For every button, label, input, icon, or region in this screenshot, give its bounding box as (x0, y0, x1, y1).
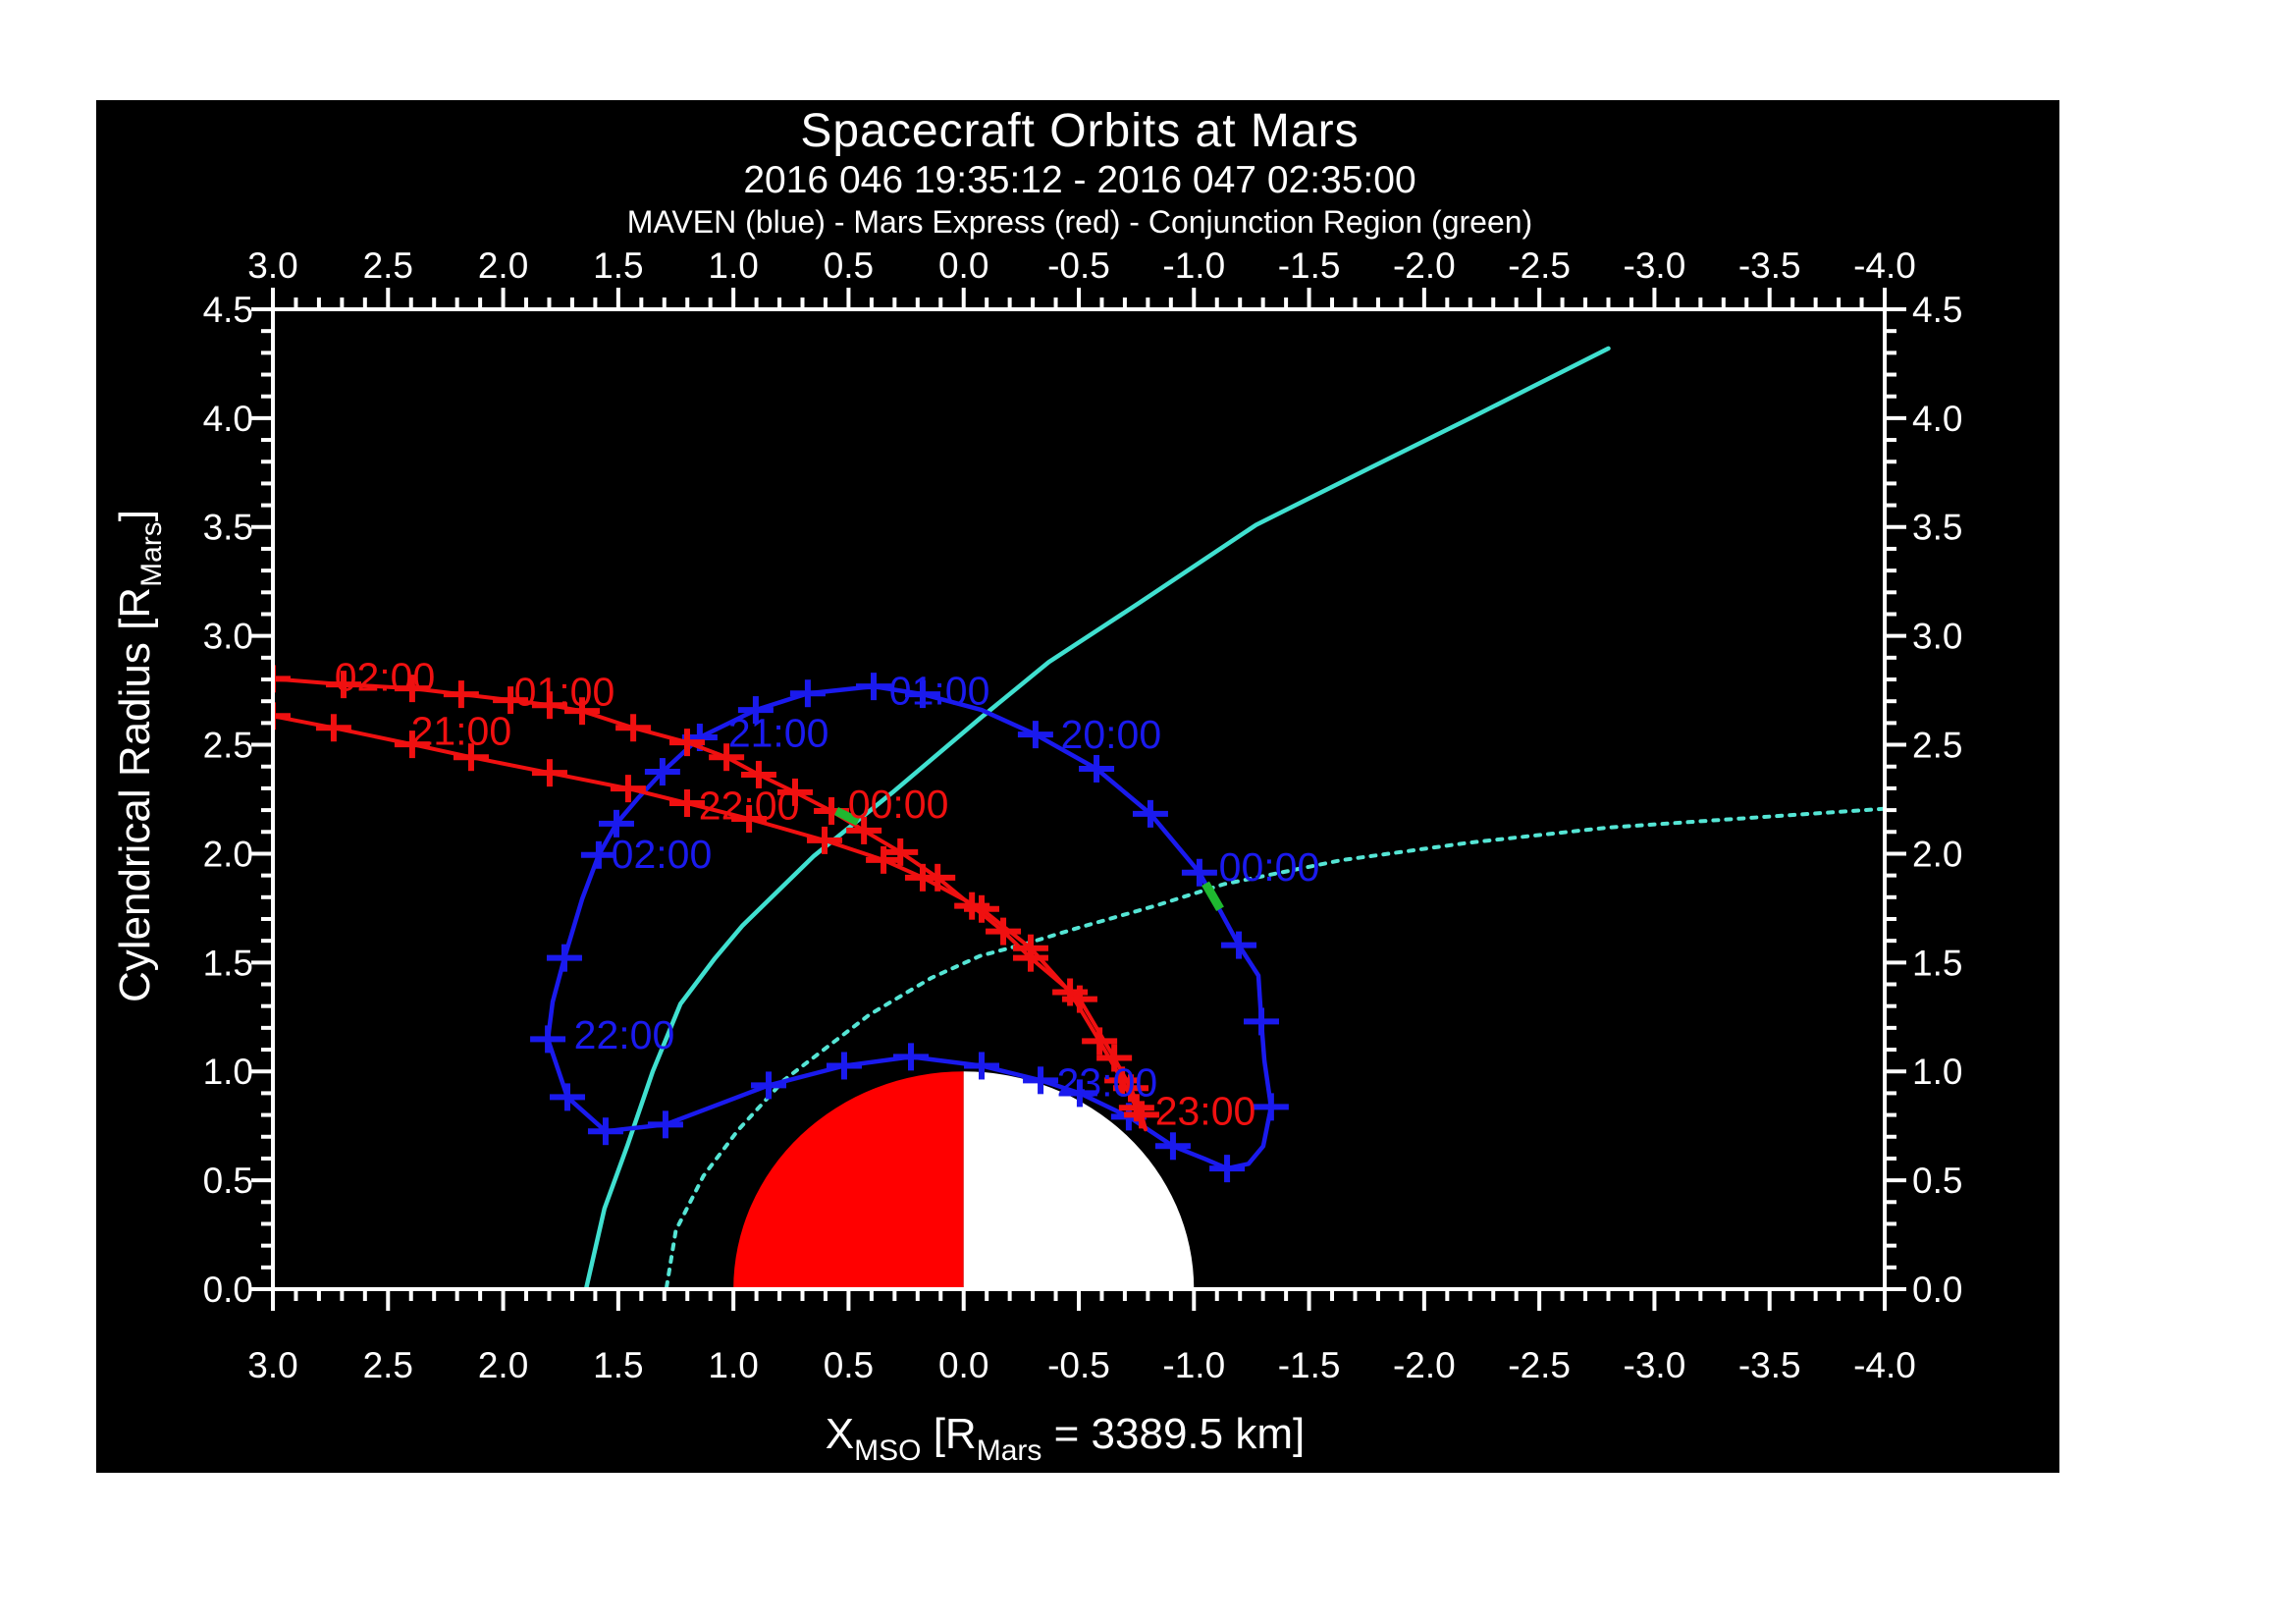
y-tick-label-right: 0.5 (1912, 1161, 1962, 1201)
x-tick-label-bottom: 1.5 (593, 1345, 643, 1385)
x-tick-label-top: 3.0 (247, 245, 297, 286)
y-tick-label-right: 2.0 (1912, 834, 1962, 874)
maven-orbit-path (545, 683, 1274, 1171)
series-group (271, 346, 1887, 1291)
y-axis-title: Cylendrical Radius [RMars] (111, 510, 168, 1002)
maven-time-label: 23:00 (1057, 1060, 1158, 1106)
maven-time-label: 00:00 (1219, 844, 1320, 890)
maven-time-label: 21:00 (728, 710, 829, 755)
maven-time-label: 20:00 (1061, 712, 1162, 757)
y-tick-label-right: 0.0 (1912, 1270, 1962, 1310)
x-tick-label-top: -1.5 (1278, 245, 1341, 286)
x-tick-label-top: 0.0 (938, 245, 988, 286)
bow-shock-line-path (583, 346, 1611, 1291)
chart-legend-line: MAVEN (blue) - Mars Express (red) - Conj… (626, 204, 1533, 240)
maven-time-label: 22:00 (574, 1012, 675, 1057)
x-tick-label-top: 0.5 (824, 245, 874, 286)
x-tick-label-top: -3.0 (1624, 245, 1686, 286)
x-tick-label-bottom: 0.0 (938, 1345, 988, 1385)
chart-subtitle: 2016 046 19:35:12 - 2016 047 02:35:00 (743, 159, 1416, 201)
y-tick-label-right: 1.5 (1912, 943, 1962, 983)
conjunction-mark-on-maven (1201, 881, 1224, 912)
x-tick-label-top: -1.0 (1162, 245, 1225, 286)
y-tick-label-left: 1.0 (203, 1052, 253, 1092)
x-tick-label-top: -0.5 (1047, 245, 1110, 286)
x-tick-label-bottom: 0.5 (824, 1345, 874, 1385)
y-tick-label-left: 4.5 (203, 290, 253, 330)
mex-time-label: 21:00 (411, 708, 512, 753)
boundary-dotted-line-path (665, 806, 1887, 1289)
mex-time-label: 00:00 (848, 782, 949, 827)
x-axis-title: XMSO [RMars = 3389.5 km] (826, 1410, 1305, 1467)
x-tick-label-bottom: 2.5 (363, 1345, 413, 1385)
y-tick-label-left: 2.0 (203, 834, 253, 874)
mex-time-label: 22:00 (699, 783, 800, 828)
x-tick-label-bottom: -2.5 (1508, 1345, 1571, 1385)
mex-time-label: 01:00 (514, 670, 615, 715)
x-tick-label-bottom: -1.0 (1162, 1345, 1225, 1385)
x-tick-label-bottom: -0.5 (1047, 1345, 1110, 1385)
x-tick-label-top: 1.5 (593, 245, 643, 286)
tick-labels: 3.0 3.0 2.5 2.5 2.0 2.0 1.5 1.5 1.0 1.0 0.5 0.5 0.0 0… (203, 245, 1963, 1385)
mars-nightside (963, 1071, 1195, 1289)
y-tick-label-left: 1.5 (203, 943, 253, 983)
y-tick-label-right: 1.0 (1912, 1052, 1962, 1092)
y-tick-label-left: 0.5 (203, 1161, 253, 1201)
x-tick-label-top: 1.0 (708, 245, 758, 286)
y-tick-label-right: 3.5 (1912, 508, 1962, 548)
mars-disk (733, 1071, 1195, 1289)
conjunction-mark-on-mex (834, 806, 861, 826)
y-tick-label-right: 4.0 (1912, 399, 1962, 439)
x-tick-label-bottom: -4.0 (1853, 1345, 1916, 1385)
mex-time-label: 23:00 (1155, 1089, 1256, 1134)
x-tick-label-top: -2.5 (1508, 245, 1571, 286)
time-labels: 20:00 21:00 22:00 23:00 00:00 01:00 02:00 21:00… (335, 654, 1320, 1133)
x-tick-label-top: 2.0 (478, 245, 528, 286)
maven-time-label: 02:00 (612, 832, 713, 877)
y-tick-label-left: 4.0 (203, 399, 253, 439)
y-tick-label-left: 3.0 (203, 617, 253, 657)
x-tick-label-bottom: -3.0 (1624, 1345, 1686, 1385)
chart-title: Spacecraft Orbits at Mars (800, 105, 1360, 157)
x-tick-label-bottom: 1.0 (708, 1345, 758, 1385)
axes (251, 288, 1906, 1311)
x-tick-label-top: 2.5 (363, 245, 413, 286)
y-tick-label-left: 3.5 (203, 508, 253, 548)
x-tick-label-top: -2.0 (1393, 245, 1456, 286)
maven-time-label: 01:00 (889, 668, 990, 713)
mex-orbit-outbound-tick-marks (271, 665, 1160, 1129)
x-tick-label-bottom: 3.0 (247, 1345, 297, 1385)
y-tick-label-right: 2.5 (1912, 726, 1962, 766)
mex-orbit-inbound-path (271, 714, 1148, 1132)
x-tick-label-bottom: -2.0 (1393, 1345, 1456, 1385)
mex-time-label: 02:00 (335, 654, 436, 699)
y-tick-label-right: 4.5 (1912, 290, 1962, 330)
x-tick-label-bottom: -3.5 (1738, 1345, 1801, 1385)
x-tick-label-top: -3.5 (1738, 245, 1801, 286)
y-tick-label-right: 3.0 (1912, 617, 1962, 657)
y-tick-label-left: 0.0 (203, 1270, 253, 1310)
mex-orbit-inbound-tick-marks (271, 702, 1154, 1122)
y-tick-label-left: 2.5 (203, 726, 253, 766)
x-tick-label-bottom: 2.0 (478, 1345, 528, 1385)
x-tick-label-top: -4.0 (1853, 245, 1916, 286)
mars-dayside (733, 1071, 964, 1289)
x-tick-label-bottom: -1.5 (1278, 1345, 1341, 1385)
